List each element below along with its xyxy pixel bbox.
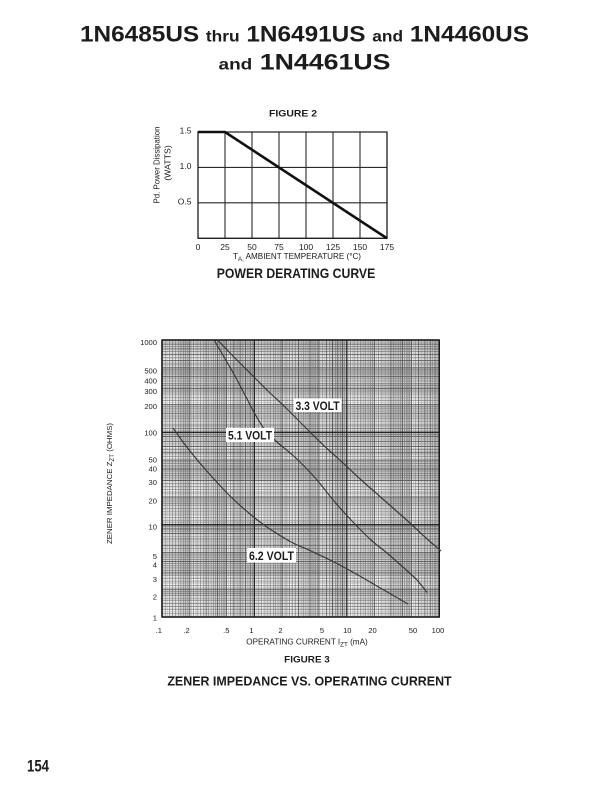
svg-text:FIGURE 2: FIGURE 2 xyxy=(269,108,317,118)
svg-text:O.5: O.5 xyxy=(178,197,192,207)
svg-text:10: 10 xyxy=(149,523,157,532)
svg-text:.1: .1 xyxy=(156,626,162,635)
svg-text:154: 154 xyxy=(27,757,49,776)
svg-text:and 1N4461US: and 1N4461US xyxy=(219,49,391,74)
svg-text:100: 100 xyxy=(144,429,157,438)
svg-text:30: 30 xyxy=(149,478,157,487)
svg-text:3.3 VOLT: 3.3 VOLT xyxy=(296,399,341,413)
svg-text:150: 150 xyxy=(353,242,367,252)
svg-text:100: 100 xyxy=(432,626,445,635)
svg-text:5.1 VOLT: 5.1 VOLT xyxy=(228,429,273,443)
svg-text:500: 500 xyxy=(144,367,157,376)
svg-text:20: 20 xyxy=(368,626,376,635)
svg-text:0: 0 xyxy=(196,242,201,252)
svg-text:2: 2 xyxy=(153,593,157,602)
svg-text:6.2 VOLT: 6.2 VOLT xyxy=(249,549,295,563)
svg-text:3: 3 xyxy=(153,575,157,584)
svg-text:1N6485US thru 1N6491US and 1N4: 1N6485US thru 1N6491US and 1N4460US xyxy=(80,22,529,47)
svg-text:125: 125 xyxy=(326,242,340,252)
svg-text:10: 10 xyxy=(343,626,351,635)
svg-text:ZENER IMPEDANCE ZZT (OHMS): ZENER IMPEDANCE ZZT (OHMS) xyxy=(105,423,116,544)
svg-text:20: 20 xyxy=(149,497,157,506)
svg-text:200: 200 xyxy=(144,402,157,411)
svg-text:50: 50 xyxy=(149,456,157,465)
svg-text:1: 1 xyxy=(249,626,253,635)
svg-text:50: 50 xyxy=(409,626,417,635)
svg-text:400: 400 xyxy=(144,377,157,386)
svg-text:(WATTS): (WATTS) xyxy=(164,145,173,181)
svg-text:TA, AMBIENT TEMPERATURE (°C): TA, AMBIENT TEMPERATURE (°C) xyxy=(233,251,361,263)
svg-text:2: 2 xyxy=(278,626,282,635)
svg-text:50: 50 xyxy=(247,242,257,252)
svg-text:100: 100 xyxy=(299,242,313,252)
svg-text:ZENER IMPEDANCE VS. OPERATING: ZENER IMPEDANCE VS. OPERATING CURRENT xyxy=(167,673,451,688)
svg-text:75: 75 xyxy=(274,242,284,252)
svg-text:POWER DERATING CURVE: POWER DERATING CURVE xyxy=(217,265,376,281)
svg-text:1.0: 1.0 xyxy=(180,161,192,171)
svg-text:1: 1 xyxy=(153,614,157,623)
svg-text:1.5: 1.5 xyxy=(180,125,192,135)
svg-text:1000: 1000 xyxy=(140,338,157,347)
svg-text:OPERATING CURRENT IZT (mA): OPERATING CURRENT IZT (mA) xyxy=(246,636,368,648)
svg-text:4: 4 xyxy=(153,561,157,570)
svg-text:.2: .2 xyxy=(183,626,189,635)
svg-text:FIGURE 3: FIGURE 3 xyxy=(284,654,330,664)
svg-text:175: 175 xyxy=(380,242,394,252)
svg-text:.5: .5 xyxy=(223,626,229,635)
svg-text:40: 40 xyxy=(149,465,157,474)
svg-text:300: 300 xyxy=(144,387,157,396)
svg-text:5: 5 xyxy=(153,552,157,561)
svg-text:25: 25 xyxy=(220,242,230,252)
svg-text:5: 5 xyxy=(320,626,324,635)
svg-text:Pd. Power Dissipation: Pd. Power Dissipation xyxy=(153,127,162,204)
